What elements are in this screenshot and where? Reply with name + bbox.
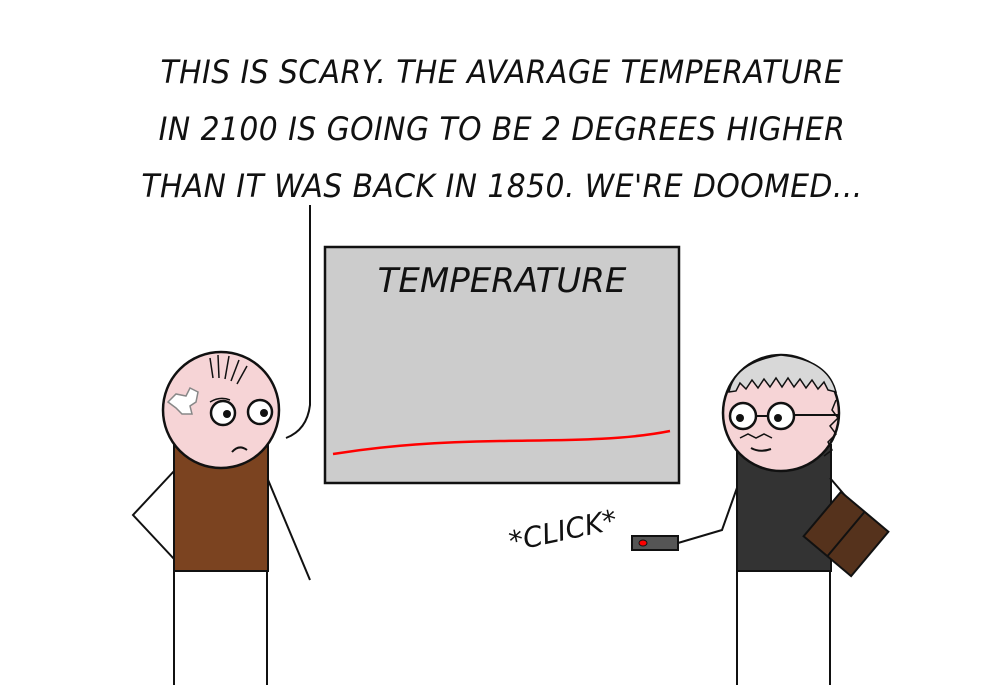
temperature-curve [332,429,671,456]
speech-tail [285,205,311,439]
presentation-screen: TEMPERATURE [323,245,681,485]
book [802,490,890,578]
speech-text: THIS IS SCARY. THE AVARAGE TEMPERATURE I… [72,44,931,215]
left-mouth [231,446,248,453]
left-eye-1 [209,399,237,427]
left-character [131,350,311,685]
click-sound: *CLICK* [506,503,620,558]
right-beard [823,399,839,457]
right-arm [265,474,311,581]
bald-patch [166,386,199,415]
left-eye-2 [246,398,274,426]
right-character [677,353,890,685]
remote-arm [677,484,739,544]
speech-line-2: IN 2100 IS GOING TO BE 2 DEGREES HIGHER [158,110,846,148]
screen-title: TEMPERATURE [378,261,627,301]
remote-control [631,535,679,551]
right-mouth [750,447,772,452]
speech-line-3: THAN IT WAS BACK IN 1850. WE'RE DOOMED..… [141,167,863,205]
speech-line-1: THIS IS SCARY. THE AVARAGE TEMPERATURE [160,53,844,91]
right-hair [728,354,838,394]
left-arm [131,469,176,561]
